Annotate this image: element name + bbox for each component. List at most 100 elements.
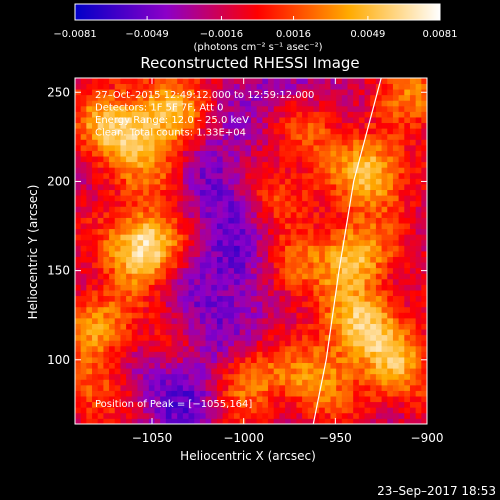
heatmap-cell xyxy=(199,278,206,285)
heatmap-cell xyxy=(160,317,167,324)
heatmap-cell xyxy=(421,245,427,252)
heatmap-cell xyxy=(222,396,229,403)
heatmap-cell xyxy=(307,117,314,124)
heatmap-cell xyxy=(160,267,167,274)
heatmap-cell xyxy=(120,317,127,324)
heatmap-cell xyxy=(86,357,93,364)
heatmap-cell xyxy=(75,217,82,224)
heatmap-cell xyxy=(307,189,314,196)
heatmap-cell xyxy=(137,357,144,364)
heatmap-cell xyxy=(154,105,161,112)
heatmap-cell xyxy=(239,262,246,269)
heatmap-cell xyxy=(92,306,99,313)
heatmap-cell xyxy=(126,412,133,419)
heatmap-cell xyxy=(409,117,417,124)
heatmap-cell xyxy=(387,379,394,386)
heatmap-cell xyxy=(421,117,427,124)
heatmap-cell xyxy=(154,334,161,341)
heatmap-cell xyxy=(347,329,354,336)
heatmap-cell xyxy=(330,189,337,196)
heatmap-cell xyxy=(387,418,394,424)
heatmap-cell xyxy=(131,206,138,213)
heatmap-cell xyxy=(364,312,371,319)
heatmap-cell xyxy=(251,100,258,107)
heatmap-cell xyxy=(177,390,184,397)
heatmap-cell xyxy=(137,217,144,224)
heatmap-cell xyxy=(370,94,377,101)
heatmap-cell xyxy=(160,139,167,146)
heatmap-cell xyxy=(222,161,229,168)
heatmap-cell xyxy=(262,267,269,274)
heatmap-cell xyxy=(120,217,127,224)
heatmap-cell xyxy=(92,156,99,163)
heatmap-cell xyxy=(114,78,121,84)
heatmap-cell xyxy=(353,245,360,252)
heatmap-cell xyxy=(154,317,161,324)
heatmap-cell xyxy=(126,89,133,96)
heatmap-cell xyxy=(216,144,224,151)
heatmap-cell xyxy=(251,284,258,291)
heatmap-cell xyxy=(398,200,405,207)
heatmap-cell xyxy=(404,323,411,330)
heatmap-cell xyxy=(199,78,206,84)
heatmap-cell xyxy=(319,390,326,397)
heatmap-cell xyxy=(324,251,331,257)
heatmap-cell xyxy=(387,373,394,380)
heatmap-cell xyxy=(165,379,172,386)
heatmap-cell xyxy=(165,357,172,364)
heatmap-cell xyxy=(228,334,235,341)
heatmap-cell xyxy=(233,78,241,84)
heatmap-cell xyxy=(353,94,360,101)
heatmap-cell xyxy=(421,200,427,207)
heatmap-cell xyxy=(409,184,417,191)
heatmap-cell xyxy=(313,329,320,336)
heatmap-cell xyxy=(211,245,218,252)
heatmap-cell xyxy=(313,373,320,380)
heatmap-cell xyxy=(131,251,138,257)
heatmap-cell xyxy=(290,94,297,101)
heatmap-cell xyxy=(285,407,292,414)
heatmap-cell xyxy=(409,133,417,140)
heatmap-cell xyxy=(245,161,252,168)
heatmap-cell xyxy=(307,396,314,403)
heatmap-cell xyxy=(239,384,246,391)
heatmap-cell xyxy=(302,334,309,341)
heatmap-cell xyxy=(262,340,269,347)
heatmap-cell xyxy=(330,133,337,140)
heatmap-cell xyxy=(358,117,365,124)
heatmap-cell xyxy=(182,172,189,179)
heatmap-cell xyxy=(109,217,116,224)
heatmap-cell xyxy=(103,295,110,302)
heatmap-cell xyxy=(109,251,116,257)
heatmap-cell xyxy=(199,122,206,129)
heatmap-cell xyxy=(177,133,184,140)
heatmap-cell xyxy=(239,83,246,90)
heatmap-cell xyxy=(313,301,320,308)
colorbar-tick-label: −0.0049 xyxy=(125,29,168,40)
heatmap-cell xyxy=(273,273,280,280)
heatmap-cell xyxy=(182,111,189,118)
heatmap-cell xyxy=(336,373,343,380)
heatmap-cell xyxy=(222,189,229,196)
heatmap-cell xyxy=(165,317,172,324)
heatmap-cell xyxy=(330,256,337,263)
heatmap-cell xyxy=(216,401,224,408)
heatmap-cell xyxy=(313,262,320,269)
heatmap-cell xyxy=(109,390,116,397)
heatmap-cell xyxy=(154,223,161,230)
heatmap-cell xyxy=(358,362,365,369)
heatmap-cell xyxy=(268,184,275,191)
heatmap-cell xyxy=(205,211,212,218)
heatmap-cell xyxy=(205,418,212,424)
heatmap-cell xyxy=(143,167,150,174)
heatmap-cell xyxy=(228,144,235,151)
heatmap-cell xyxy=(216,150,224,157)
heatmap-cell xyxy=(375,273,382,280)
heatmap-cell xyxy=(336,290,343,297)
heatmap-cell xyxy=(285,111,292,118)
heatmap-cell xyxy=(336,228,343,235)
heatmap-cell xyxy=(392,334,400,341)
heatmap-cell xyxy=(160,407,167,414)
heatmap-cell xyxy=(392,362,400,369)
heatmap-cell xyxy=(358,245,365,252)
